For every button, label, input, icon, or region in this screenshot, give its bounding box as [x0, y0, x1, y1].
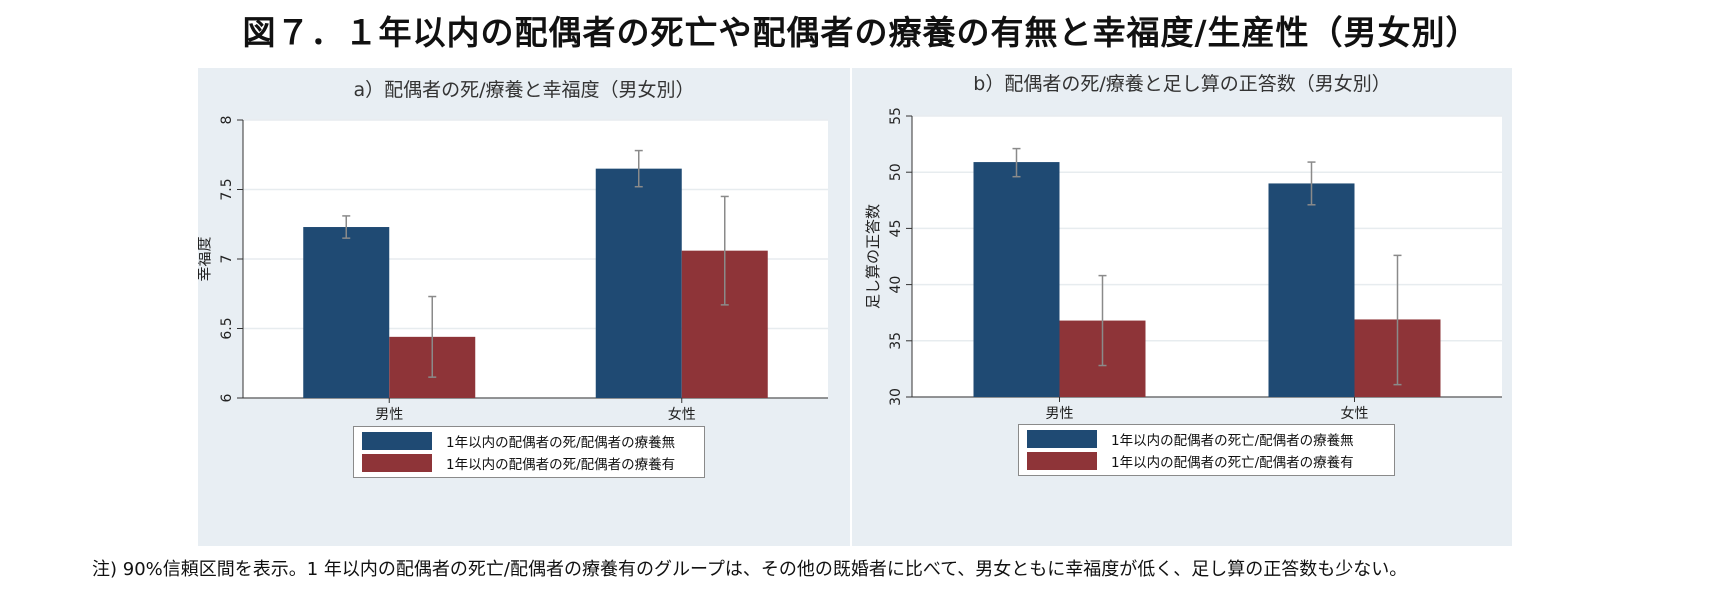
chart-b-chart-title: b）配偶者の死/療養と足し算の正答数（男女別） [973, 73, 1390, 95]
chart-b-bar-no-female [1268, 183, 1355, 397]
chart-a-chart-title: a）配偶者の死/療養と幸福度（男女別） [353, 79, 694, 101]
chart-b-ytick-label: 50 [888, 163, 904, 181]
legend-a-label-no: 1年以内の配偶者の死/配偶者の療養無 [446, 435, 676, 451]
chart-b-ytick-label: 40 [888, 276, 904, 294]
legend-b-swatch-yes [1027, 452, 1097, 470]
panel-b: b）配偶者の死/療養と足し算の正答数（男女別） 30 35 40 45 50 55 足し算の正… [852, 68, 1512, 546]
footnote: 注) 90%信頼区間を表示。1 年以内の配偶者の死亡/配偶者の療養有のグループは… [92, 559, 1408, 580]
chart-a-ytick-label: 6.5 [219, 317, 235, 339]
legend-b: 1年以内の配偶者の死亡/配偶者の療養無 1年以内の配偶者の死亡/配偶者の療養有 [1018, 424, 1395, 476]
legend-a: 1年以内の配偶者の死/配偶者の療養無 1年以内の配偶者の死/配偶者の療養有 [353, 426, 705, 478]
chart-a-ytick-label: 7.5 [219, 178, 235, 200]
chart-b-xtick-label: 男性 [1046, 406, 1074, 422]
legend-a-item-no: 1年以内の配偶者の死/配偶者の療養無 [362, 431, 675, 451]
legend-b-item-no: 1年以内の配偶者の死亡/配偶者の療養無 [1027, 429, 1354, 449]
chart-b-ytick-label: 30 [888, 388, 904, 406]
legend-b-swatch-no [1027, 430, 1097, 448]
chart-a-ylabel: 幸福度 [198, 236, 213, 281]
chart-a-ytick-label: 6 [219, 393, 235, 402]
chart-a-bar-no-male [303, 227, 390, 398]
legend-a-swatch-no [362, 432, 432, 450]
legend-a-label-yes: 1年以内の配偶者の死/配偶者の療養有 [446, 457, 676, 473]
chart-a-xtick-label: 女性 [668, 406, 696, 423]
chart-a-ytick-label: 7 [219, 255, 235, 264]
chart-b-bar-no-male [973, 162, 1060, 397]
legend-a-item-yes: 1年以内の配偶者の死/配偶者の療養有 [362, 453, 675, 473]
chart-a-bar-no-female [595, 168, 682, 398]
legend-b-label-yes: 1年以内の配偶者の死亡/配偶者の療養有 [1111, 455, 1354, 471]
chart-b-xtick-label: 女性 [1341, 405, 1369, 422]
figure-title: 図７．１年以内の配偶者の死亡や配偶者の療養の有無と幸福度/生産性（男女別） [242, 13, 1480, 52]
chart-a-ytick-label: 8 [219, 116, 235, 125]
chart-b-ytick-label: 55 [888, 107, 904, 125]
chart-b: b）配偶者の死/療養と足し算の正答数（男女別） 30 35 40 45 50 55 足し算の正… [864, 73, 1502, 422]
chart-b-ytick-label: 35 [888, 332, 904, 350]
chart-b-ylabel: 足し算の正答数 [864, 204, 882, 309]
panel-a: a）配偶者の死/療養と幸福度（男女別） 6 6.5 7 7.5 8 幸福度男性 女性 1年以内… [198, 68, 850, 546]
chart-b-ytick-label: 45 [888, 219, 904, 237]
legend-b-label-no: 1年以内の配偶者の死亡/配偶者の療養無 [1111, 433, 1354, 449]
legend-a-swatch-yes [362, 454, 432, 472]
chart-a-xtick-label: 男性 [375, 407, 403, 423]
legend-b-item-yes: 1年以内の配偶者の死亡/配偶者の療養有 [1027, 451, 1354, 471]
